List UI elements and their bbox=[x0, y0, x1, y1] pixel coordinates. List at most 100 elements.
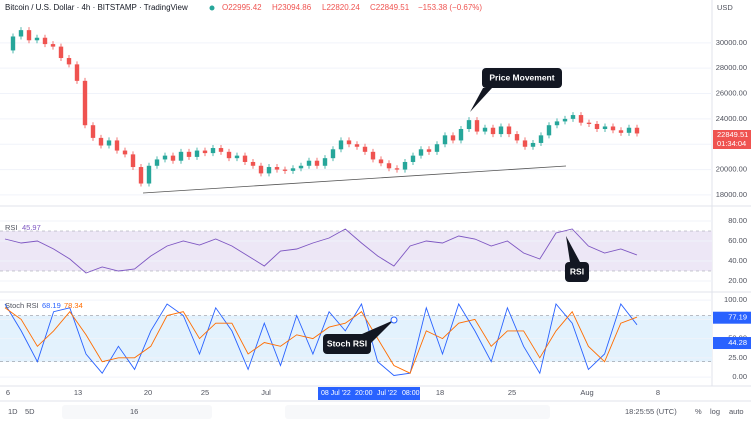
candle bbox=[194, 150, 200, 157]
indicator-title: Stoch RSI bbox=[5, 301, 39, 310]
candle bbox=[570, 115, 576, 119]
symbol: Bitcoin / U.S. Dollar · 4h · BITSTAMP · … bbox=[5, 3, 188, 12]
x-tick-label: 18 bbox=[436, 388, 444, 397]
range-button[interactable]: 1D bbox=[8, 407, 18, 416]
candle bbox=[258, 165, 264, 174]
candle bbox=[322, 158, 328, 166]
x-tick-label: 25 bbox=[201, 388, 209, 397]
candle bbox=[218, 148, 224, 152]
candle bbox=[498, 126, 504, 135]
x-tick-label: Aug bbox=[580, 388, 593, 397]
candle bbox=[250, 161, 256, 166]
price-box-label: 44.28 bbox=[728, 338, 747, 347]
y-tick-label: 100.00 bbox=[724, 295, 747, 304]
percent-toggle[interactable]: % bbox=[695, 407, 702, 416]
candle bbox=[282, 169, 288, 171]
candle bbox=[450, 135, 456, 141]
callout-tail bbox=[566, 236, 580, 262]
candle bbox=[442, 135, 448, 145]
clock: 18:25:55 (UTC) bbox=[625, 407, 677, 416]
annotation: RSI bbox=[570, 266, 584, 276]
candle bbox=[210, 148, 216, 154]
candle bbox=[562, 118, 568, 122]
candle bbox=[354, 144, 360, 147]
candle bbox=[634, 127, 640, 134]
price-change: −153.38 (−0.67%) bbox=[418, 3, 482, 12]
candle bbox=[58, 46, 64, 59]
crosshair-time: 20:00 bbox=[355, 390, 373, 397]
ohlc-close: C22849.51 bbox=[370, 3, 410, 12]
x-tick-label: 8 bbox=[656, 388, 660, 397]
last-price-box bbox=[713, 130, 751, 149]
candle bbox=[50, 44, 56, 47]
candle bbox=[618, 130, 624, 133]
candle bbox=[602, 126, 608, 130]
candle bbox=[42, 37, 48, 45]
candle bbox=[610, 126, 616, 131]
candle bbox=[290, 168, 296, 171]
candle bbox=[378, 159, 384, 164]
range-button[interactable]: 5D bbox=[25, 407, 35, 416]
trend-line bbox=[142, 165, 567, 194]
drawing-toolbar bbox=[62, 405, 212, 419]
anchor-point bbox=[390, 316, 398, 324]
candle bbox=[274, 167, 280, 170]
candle bbox=[538, 135, 544, 143]
candle bbox=[466, 120, 472, 130]
y-tick-label: 30000.00 bbox=[716, 38, 747, 47]
x-tick-label: 20 bbox=[144, 388, 152, 397]
candle bbox=[170, 155, 176, 161]
candle bbox=[34, 37, 40, 41]
currency[interactable]: USD bbox=[717, 3, 733, 12]
candle bbox=[418, 149, 424, 156]
log-toggle[interactable]: log bbox=[710, 407, 720, 416]
annotation: Stoch RSI bbox=[327, 338, 367, 348]
indicator-line bbox=[4, 228, 638, 274]
candle bbox=[122, 150, 128, 155]
candle bbox=[178, 151, 184, 161]
candle bbox=[330, 149, 336, 159]
callout bbox=[482, 68, 562, 88]
candle bbox=[234, 155, 240, 159]
candle bbox=[130, 154, 136, 168]
crosshair-date: 08 Jul '22 bbox=[321, 390, 351, 397]
y-tick-label: 25.00 bbox=[728, 353, 747, 362]
candle bbox=[346, 140, 352, 145]
candle bbox=[522, 140, 528, 147]
candle bbox=[578, 115, 584, 123]
candle bbox=[242, 155, 248, 162]
candle bbox=[154, 159, 160, 166]
x-tick-label: 6 bbox=[6, 388, 10, 397]
band bbox=[0, 231, 712, 271]
y-tick-label: 24000.00 bbox=[716, 114, 747, 123]
crosshair-date: Jul '22 bbox=[377, 390, 397, 397]
annotation: Price Movement bbox=[489, 72, 554, 82]
candle bbox=[74, 64, 80, 81]
price-box-label: 77.19 bbox=[728, 313, 747, 322]
indicator-value: 45.97 bbox=[22, 223, 41, 232]
crosshair-time: 08:00 bbox=[402, 390, 420, 397]
auto-toggle[interactable]: auto bbox=[729, 407, 744, 416]
candle bbox=[458, 129, 464, 141]
line-width[interactable]: 16 bbox=[130, 407, 138, 416]
price-box bbox=[713, 311, 751, 324]
candle bbox=[162, 155, 168, 160]
candle bbox=[114, 140, 120, 151]
candle bbox=[106, 140, 112, 146]
y-tick-label: 18000.00 bbox=[716, 190, 747, 199]
candle bbox=[410, 155, 416, 162]
candle bbox=[434, 144, 440, 152]
candle bbox=[426, 149, 432, 152]
candle bbox=[186, 151, 192, 157]
panes: 18000.0020000.0022000.0024000.0026000.00… bbox=[0, 27, 751, 381]
indicator-value: 68.19 bbox=[42, 301, 61, 310]
drawing-toolbar bbox=[285, 405, 550, 419]
callout-tail bbox=[470, 88, 492, 112]
candle bbox=[370, 151, 376, 160]
candle bbox=[626, 127, 632, 133]
y-tick-label: 0.00 bbox=[732, 372, 747, 381]
x-tick-label: 13 bbox=[74, 388, 82, 397]
x-tick-label: Jul bbox=[261, 388, 271, 397]
y-tick-label: 80.00 bbox=[728, 216, 747, 225]
